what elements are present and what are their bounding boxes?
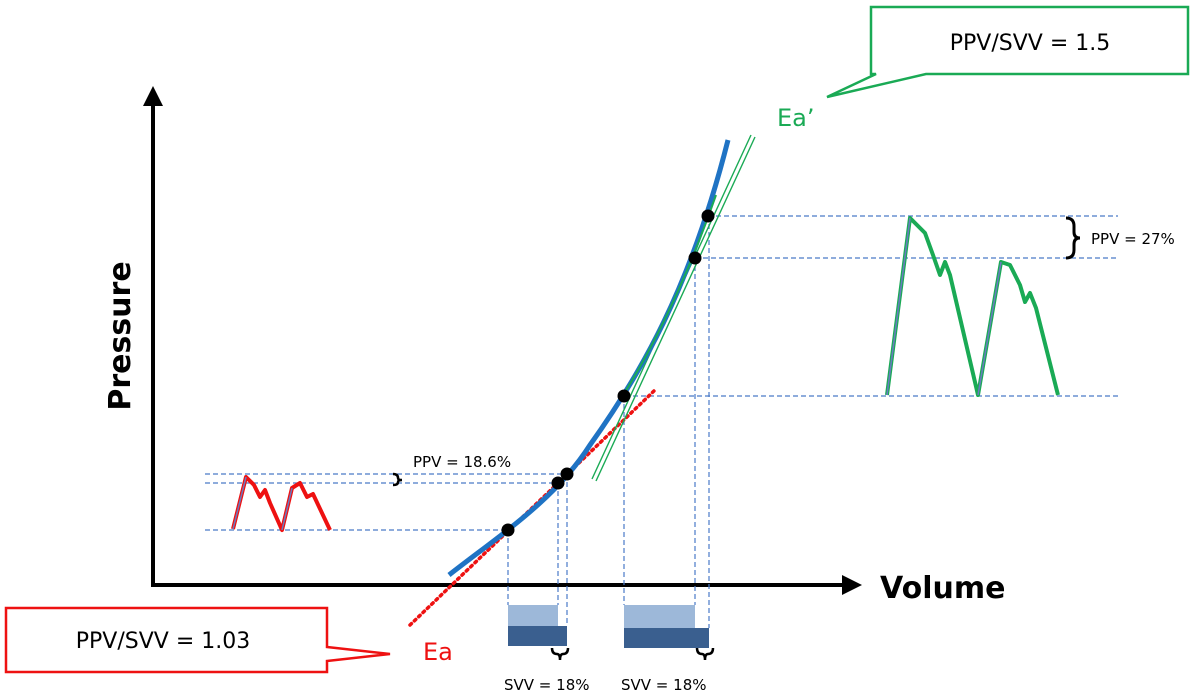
- point-1: [501, 523, 515, 537]
- svv-bar-right-dark: [624, 628, 709, 648]
- green-overlay-segment: [619, 194, 717, 401]
- guide-lines: [205, 215, 1118, 628]
- ppv-low-brace-icon: [392, 472, 403, 487]
- y-axis-arrow-icon: [143, 86, 163, 106]
- ppv-high-brace-icon: [1065, 216, 1081, 260]
- axes: Pressure Volume: [103, 86, 1005, 606]
- red-ratio-callout: PPV/SVV = 1.03: [4, 606, 391, 674]
- svv-right-brace-icon: [695, 647, 715, 661]
- svv-left-brace-icon: [550, 647, 570, 661]
- red-callout-box: [4, 606, 391, 674]
- green-ratio-text: PPV/SVV = 1.5: [950, 31, 1110, 56]
- green-callout-box: [826, 5, 1190, 99]
- operating-points: [501, 209, 715, 537]
- y-axis-label: Pressure: [103, 261, 138, 410]
- svv-bar-left: [508, 605, 567, 646]
- starling-curve: [447, 139, 731, 577]
- point-2: [551, 476, 565, 490]
- green-ratio-callout: PPV/SVV = 1.5: [826, 5, 1190, 99]
- x-axis-label: Volume: [880, 571, 1005, 606]
- ea-prime-label: Ea’: [777, 104, 815, 132]
- svv-bar-right-light: [624, 605, 695, 628]
- svv-bar-left-light: [508, 605, 558, 626]
- point-3: [560, 467, 574, 481]
- svv-left-label: SVV = 18%: [504, 676, 590, 694]
- point-5: [688, 251, 702, 265]
- point-6: [701, 209, 715, 223]
- red-pressure-waveform: [231, 475, 332, 532]
- x-axis-arrow-icon: [842, 575, 862, 595]
- red-ratio-text: PPV/SVV = 1.03: [76, 629, 250, 654]
- green-pressure-waveform: [885, 216, 1060, 397]
- green-pressure-waveform-shadow: [886, 217, 1002, 396]
- red-pressure-waveform-shadow: [232, 476, 293, 531]
- svv-right-label: SVV = 18%: [621, 676, 707, 694]
- ppv-low-label: PPV = 18.6%: [413, 453, 511, 471]
- svv-bar-left-dark: [508, 626, 567, 646]
- point-4: [617, 389, 631, 403]
- ea-label: Ea: [423, 638, 453, 666]
- svv-bar-right: [624, 605, 709, 648]
- ppv-high-label: PPV = 27%: [1091, 230, 1175, 248]
